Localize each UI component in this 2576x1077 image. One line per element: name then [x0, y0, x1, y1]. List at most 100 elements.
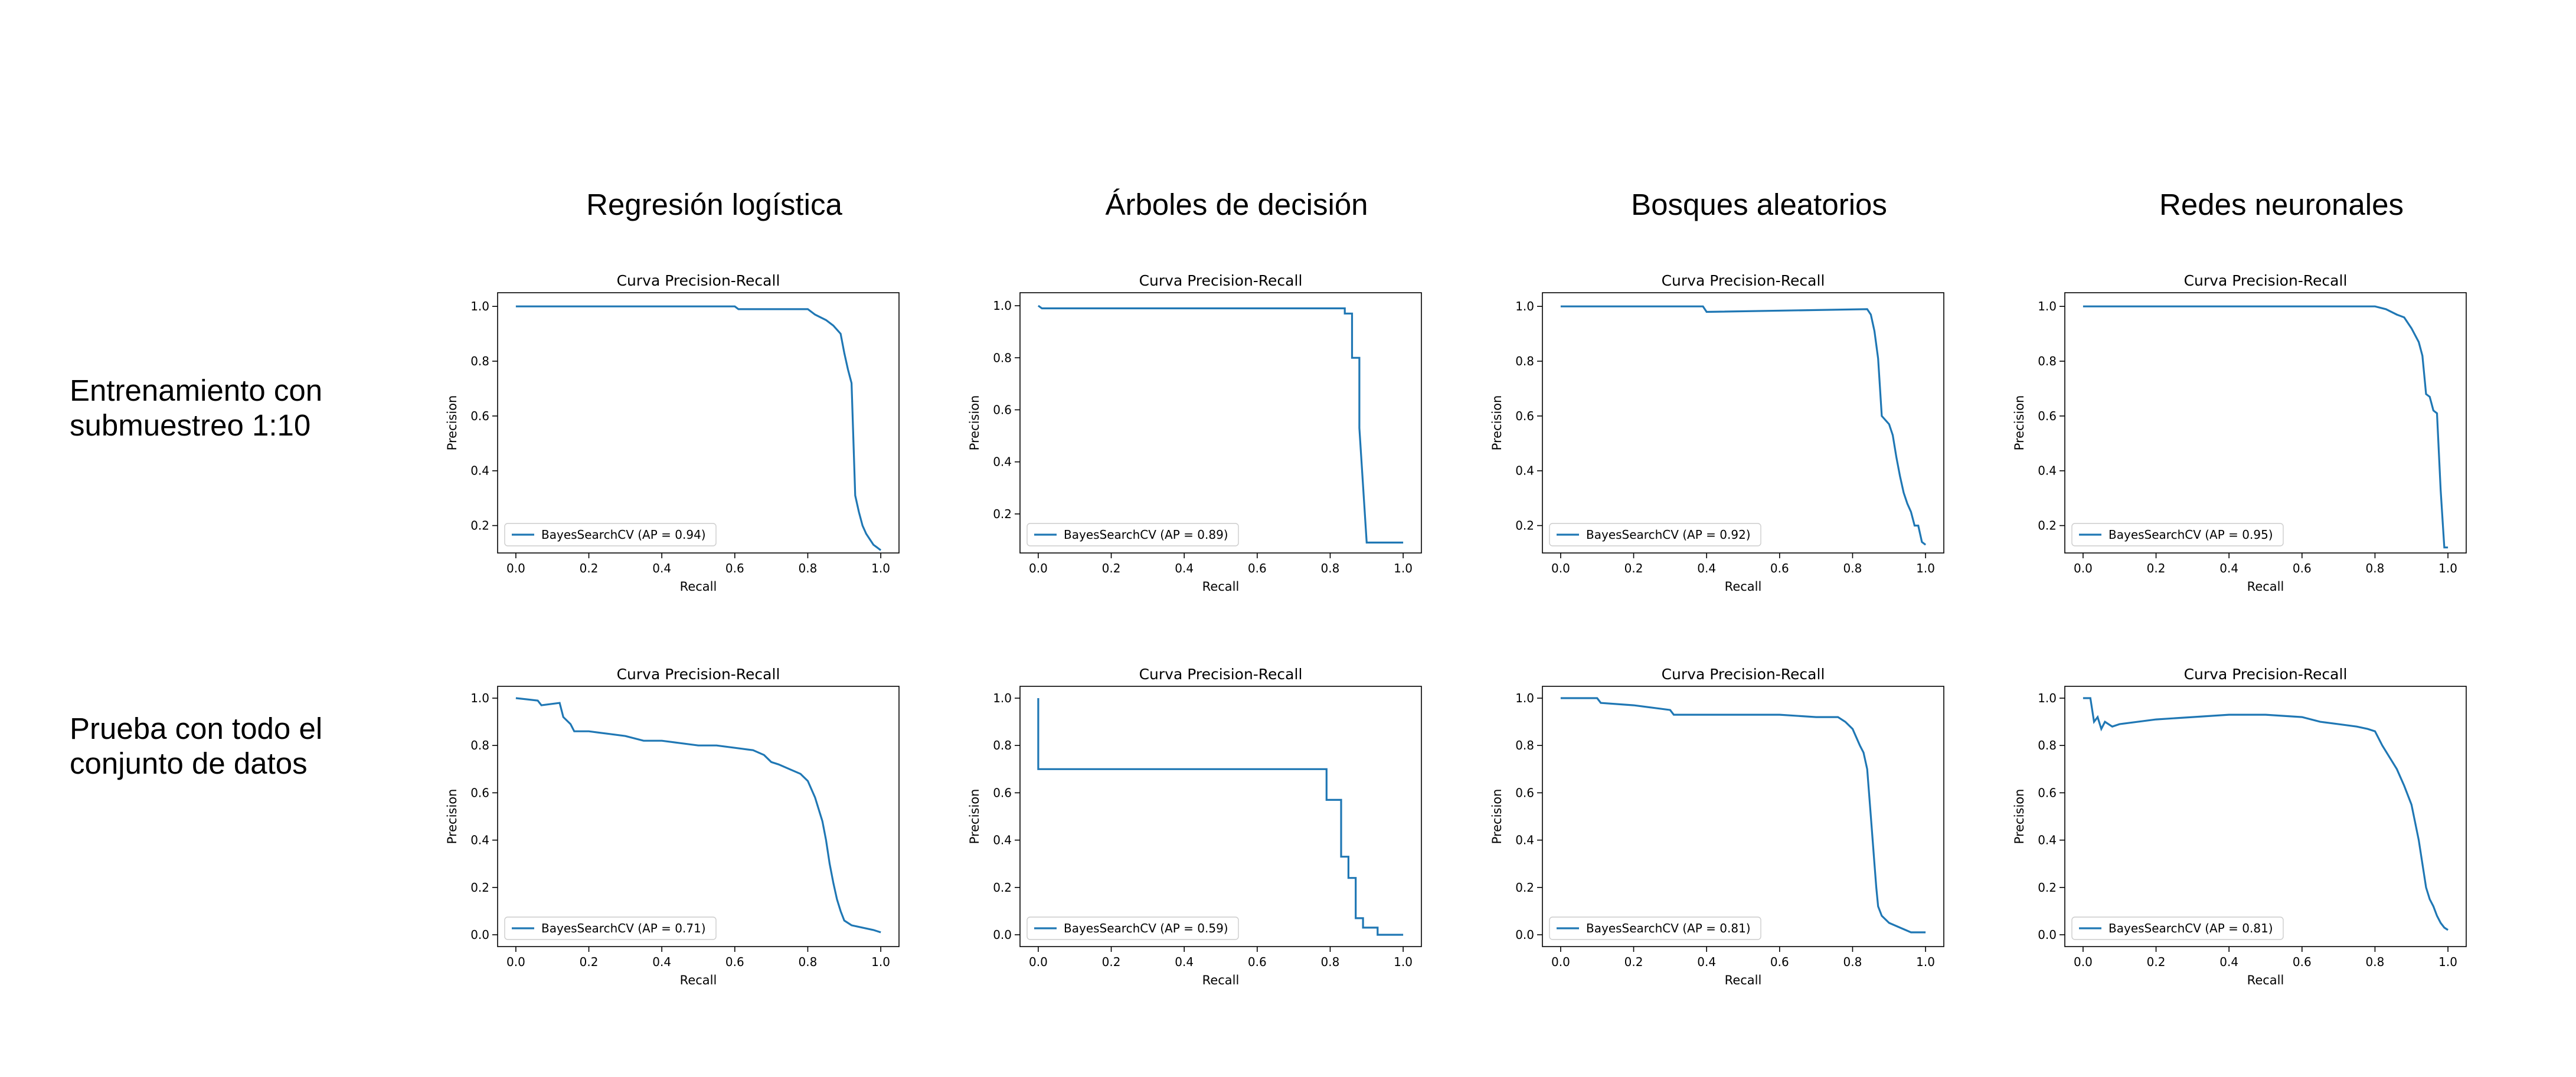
axes-frame — [1542, 686, 1944, 947]
legend-label: BayesSearchCV (AP = 0.59) — [1064, 921, 1228, 935]
y-tick-label: 0.2 — [993, 507, 1012, 521]
precision-recall-curve — [1037, 305, 1404, 544]
x-tick-label: 0.6 — [2293, 561, 2312, 575]
y-tick-label: 0.0 — [1515, 928, 1534, 942]
precision-recall-curve — [2083, 697, 2448, 931]
legend-box — [504, 916, 717, 940]
x-axis-label: Recall — [680, 580, 717, 594]
x-tick-label: 0.2 — [1102, 561, 1121, 575]
y-tick-label: 0.8 — [2038, 738, 2057, 752]
y-tick-label: 0.2 — [1515, 880, 1534, 895]
axes-frame — [2064, 686, 2467, 947]
x-tick-label: 0.0 — [2074, 561, 2093, 575]
row-title-full-dataset-test: Prueba con todo el conjunto de datos — [70, 712, 323, 780]
y-tick-label: 0.8 — [2038, 354, 2057, 368]
chart-title: Curva Precision-Recall — [1139, 272, 1303, 289]
y-tick-label: 0.4 — [470, 464, 489, 478]
x-tick-label: 0.6 — [2293, 955, 2312, 969]
column-title-neural-networks: Redes neuronales — [2159, 188, 2404, 221]
x-tick-label: 0.8 — [2366, 561, 2385, 575]
y-tick-label: 0.6 — [2038, 409, 2057, 423]
legend-box — [1549, 523, 1761, 546]
x-tick-label: 0.4 — [652, 955, 671, 969]
y-tick-label: 0.4 — [470, 833, 489, 847]
column-title-decision-trees: Árboles de decisión — [1105, 188, 1368, 221]
x-axis-label: Recall — [680, 973, 717, 987]
x-tick-label: 1.0 — [871, 955, 890, 969]
x-tick-label: 0.8 — [799, 561, 818, 575]
y-axis-label: Precision — [967, 395, 982, 451]
pr-chart-3: Curva Precision-Recall 0.0 0.2 0.4 0.6 0.8 1.0… — [1490, 272, 1944, 594]
y-axis-label: Precision — [445, 789, 459, 844]
y-tick-label: 0.4 — [2038, 833, 2057, 847]
x-tick-label: 0.0 — [1551, 561, 1570, 575]
y-tick-label: 0.0 — [2038, 928, 2057, 942]
y-tick-label: 0.2 — [993, 880, 1012, 895]
chart-title: Curva Precision-Recall — [1662, 666, 1825, 683]
y-axis-label: Precision — [1490, 395, 1504, 451]
legend-box — [1027, 916, 1239, 940]
y-tick-label: 0.4 — [1515, 464, 1534, 478]
y-tick-label: 0.4 — [993, 455, 1012, 469]
x-tick-label: 0.2 — [2147, 955, 2166, 969]
y-tick-label: 0.4 — [993, 833, 1012, 847]
y-tick-label: 0.6 — [993, 402, 1012, 417]
chart-title: Curva Precision-Recall — [2184, 272, 2348, 289]
x-tick-label: 0.8 — [1843, 955, 1862, 969]
x-axis-label: Recall — [1725, 973, 1762, 987]
y-tick-label: 0.8 — [470, 354, 489, 368]
x-tick-label: 1.0 — [1916, 561, 1935, 575]
x-tick-label: 0.0 — [1551, 955, 1570, 969]
chart-title: Curva Precision-Recall — [617, 272, 780, 289]
legend-box — [1549, 916, 1761, 940]
x-tick-label: 1.0 — [2438, 561, 2457, 575]
pr-chart-6: Curva Precision-Recall 0.0 0.2 0.4 0.6 0.8 1.0… — [967, 666, 1422, 987]
y-tick-label: 1.0 — [1515, 299, 1534, 313]
precision-recall-curve — [515, 697, 881, 934]
x-tick-label: 0.4 — [1175, 561, 1194, 575]
y-tick-label: 1.0 — [470, 299, 489, 313]
legend-label: BayesSearchCV (AP = 0.94) — [541, 528, 706, 542]
legend-box — [2071, 916, 2284, 940]
x-tick-label: 0.6 — [1770, 561, 1789, 575]
y-tick-label: 0.6 — [470, 785, 489, 800]
axes-frame — [1019, 686, 1422, 947]
y-tick-label: 0.6 — [2038, 785, 2057, 800]
chart-title: Curva Precision-Recall — [1139, 666, 1303, 683]
x-tick-label: 1.0 — [1916, 955, 1935, 969]
x-tick-label: 0.4 — [1175, 955, 1194, 969]
x-tick-label: 0.2 — [580, 561, 599, 575]
y-axis-label: Precision — [2012, 789, 2026, 844]
x-tick-label: 0.8 — [1321, 561, 1340, 575]
pr-chart-8: Curva Precision-Recall 0.0 0.2 0.4 0.6 0.8 1.0… — [2012, 666, 2467, 987]
x-tick-label: 0.2 — [580, 955, 599, 969]
legend-box — [1027, 523, 1239, 546]
x-tick-label: 0.0 — [1029, 561, 1048, 575]
x-axis-label: Recall — [1725, 580, 1762, 594]
chart-title: Curva Precision-Recall — [1662, 272, 1825, 289]
y-tick-label: 0.8 — [993, 351, 1012, 365]
x-tick-label: 0.6 — [1248, 955, 1267, 969]
y-tick-label: 0.8 — [470, 738, 489, 752]
y-tick-label: 0.2 — [470, 880, 489, 895]
x-tick-label: 0.2 — [1624, 561, 1643, 575]
x-tick-label: 0.0 — [2074, 955, 2093, 969]
x-tick-label: 0.2 — [2147, 561, 2166, 575]
legend-box — [504, 523, 717, 546]
x-axis-label: Recall — [2247, 973, 2284, 987]
legend-label: BayesSearchCV (AP = 0.71) — [541, 921, 706, 935]
x-tick-label: 1.0 — [2438, 955, 2457, 969]
axes-frame — [497, 686, 900, 947]
x-tick-label: 0.8 — [799, 955, 818, 969]
legend-box — [2071, 523, 2284, 546]
pr-chart-4: Curva Precision-Recall 0.0 0.2 0.4 0.6 0.8 1.0… — [2012, 272, 2467, 594]
x-tick-label: 1.0 — [871, 561, 890, 575]
y-tick-label: 1.0 — [2038, 691, 2057, 705]
legend-label: BayesSearchCV (AP = 0.92) — [1586, 528, 1751, 542]
precision-recall-curve — [1560, 697, 1926, 934]
x-tick-label: 0.6 — [1248, 561, 1267, 575]
x-tick-label: 1.0 — [1394, 955, 1413, 969]
y-tick-label: 1.0 — [993, 299, 1012, 313]
chart-title: Curva Precision-Recall — [2184, 666, 2348, 683]
x-tick-label: 0.4 — [1697, 561, 1716, 575]
